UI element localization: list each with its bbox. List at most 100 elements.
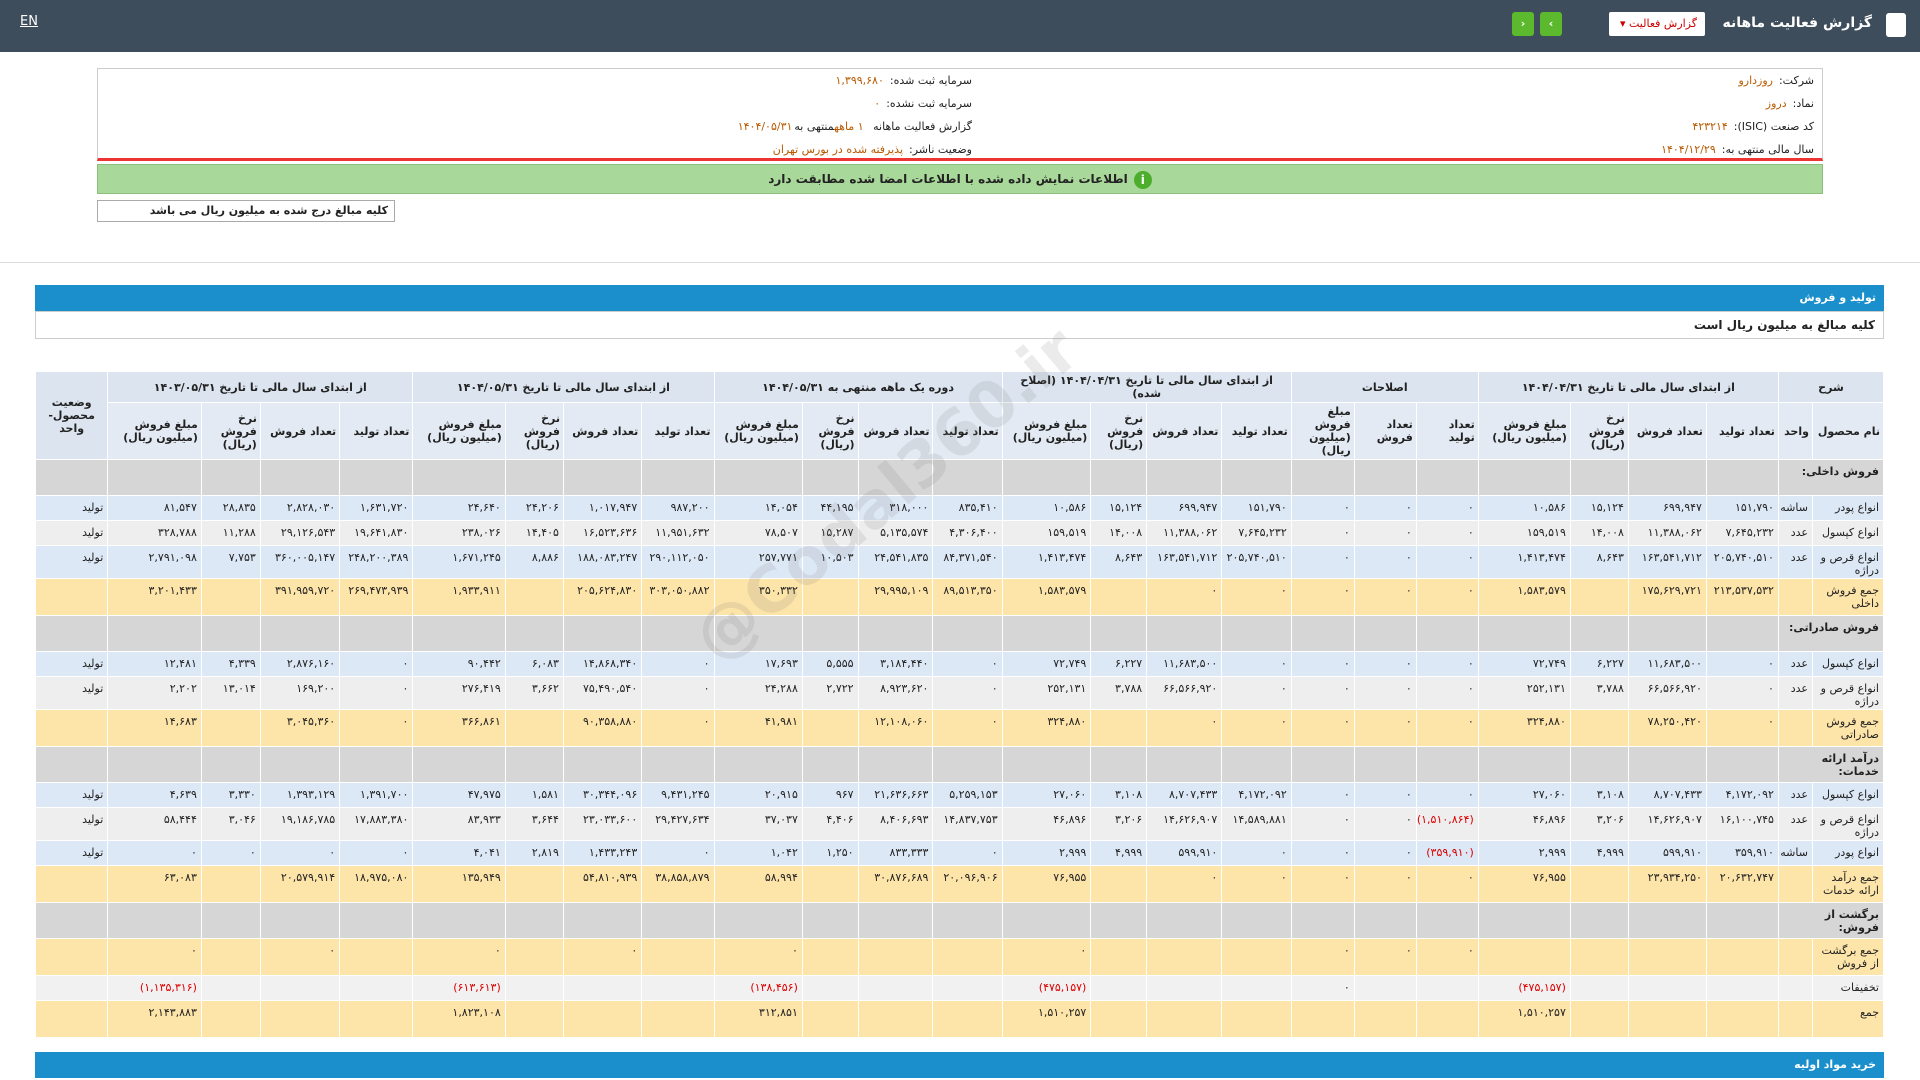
table-cell [1221,459,1292,496]
table-cell: ۲۳,۹۳۴,۲۵۰ [1627,865,1707,903]
table-cell [1415,459,1479,496]
info-row: سرمایه ثبت نشده: ۰ [874,92,972,115]
table-cell [1090,975,1148,1001]
info-row: شرکت: روزدارو [1738,69,1814,92]
table-cell: ۴۴,۱۹۵ [801,495,859,521]
table-cell: ۲۰,۵۷۹,۹۱۴ [259,865,341,903]
table-cell: ۴,۱۷۲,۰۹۲ [1705,782,1779,808]
table-cell [932,975,1003,1001]
table-cell: تولید [34,520,109,546]
group-header: از ابتدای سال مالی تا تاریخ ۱۴۰۴/۰۴/۳۱ [1477,371,1779,403]
table-cell: ۲۶۹,۴۷۳,۹۳۹ [339,578,414,616]
table-cell: ۲,۸۱۹ [504,840,564,866]
table-cell [562,902,643,939]
table-cell: ۰ [641,840,715,866]
table-cell: ۸۳,۹۳۳ [412,807,506,841]
table-cell: ۵۸,۹۹۴ [713,865,803,903]
top-bar: گزارش فعالیت ماهانه گزارش فعالیت ▾ › ‹ E… [0,0,1920,52]
table-cell: ۱۵۹,۵۱۹ [1001,520,1092,546]
table-cell: ۶,۲۲۷ [1569,651,1629,677]
table-cell [562,746,643,783]
table-cell: عدد [1777,782,1813,808]
table-cell [339,1000,414,1038]
table-cell: ۲۷,۰۶۰ [1477,782,1571,808]
table-cell [339,975,414,1001]
table-cell: ۱۳۵,۹۴۹ [412,865,506,903]
table-cell: ۲۰۵,۶۲۴,۸۳۰ [562,578,643,616]
prev-button[interactable]: ‹ [1512,12,1534,36]
table-cell: ۰ [1353,807,1417,841]
group-header: اصلاحات [1290,371,1479,403]
table-cell: ۵۹۹,۹۱۰ [1627,840,1707,866]
table-cell [1090,746,1148,783]
section-title: فروش داخلی: [1777,459,1885,496]
table-cell [107,459,202,496]
table-cell: ۱۴,۰۰۸ [1090,520,1148,546]
table-cell [1353,459,1417,496]
table-cell [1221,975,1292,1001]
table-cell: ۰ [1001,938,1092,976]
company-info: شرکت: روزدارو نماد: دروز کد صنعت (ISIC): ۴۲… [97,68,1823,161]
table-cell [713,459,803,496]
table-cell: ۰ [339,709,414,747]
table-cell [34,865,109,903]
table-cell [1777,865,1813,903]
table-cell [1627,938,1707,976]
table-cell [107,615,202,652]
table-cell: ۹۰,۳۵۸,۸۸۰ [562,709,643,747]
info-row: نماد: دروز [1766,92,1814,115]
table-cell: ۲۴,۶۴۰ [412,495,506,521]
table-cell: ۴,۱۷۲,۰۹۲ [1221,782,1292,808]
table-cell [1477,938,1571,976]
table-cell: (۳۵۹,۹۱۰) [1415,840,1479,866]
column-header: تعداد تولید [1221,402,1292,460]
table-cell [1221,1000,1292,1038]
label: سال مالی منتهی به: [1721,143,1814,156]
table-cell: ۴۶,۸۹۶ [1477,807,1571,841]
table-cell: ۸۴,۳۷۱,۵۴۰ [932,545,1003,579]
table-cell: ۴,۳۳۹ [200,651,261,677]
table-cell: تولید [34,651,109,677]
table-cell: انواع قرص و دراژه [1811,676,1885,710]
table-cell [1627,1000,1707,1038]
table-cell: ۷۲,۷۴۹ [1001,651,1092,677]
value: روزدارو [1738,74,1773,87]
table-cell: ۰ [1353,709,1417,747]
table-cell [1221,615,1292,652]
table-cell: ۲,۱۴۳,۸۸۳ [107,1000,202,1038]
table-cell [932,902,1003,939]
table-cell: ۳,۳۳۰ [200,782,261,808]
header-row: شرح از ابتدای سال مالی تا تاریخ ۱۴۰۴/۰۴/۳… [34,371,1885,460]
table-cell: ۰ [1221,578,1292,616]
table-cell [1477,902,1571,939]
table-head: شرح از ابتدای سال مالی تا تاریخ ۱۴۰۴/۰۴/۳… [34,371,1885,460]
table-cell: انواع کپسول [1811,782,1885,808]
section-row: برگشت از فروش: [34,902,1885,939]
table-cell: ۰ [1415,520,1479,546]
table-cell: ۰ [1353,578,1417,616]
table-cell [504,709,564,747]
desc-header: شرح [1777,371,1885,403]
next-section-title: خرید مواد اولیه [35,1052,1884,1078]
table-cell: ۳۷,۰۳۷ [713,807,803,841]
table-cell: ۲,۸۲۸,۰۳۰ [259,495,341,521]
column-header: نرخ فروش (ریال) [801,402,859,460]
table-cell: تخفیفات [1811,975,1885,1001]
language-switch[interactable]: EN [20,14,38,29]
table-cell: ۸,۶۴۳ [1090,545,1148,579]
table-row: جمع فروش صادراتی ۰ ۷۸,۲۵۰,۴۲۰ ۳۲۴,۸۸۰ ۰ ۰ ۰ ۰ ۰ ۳… [34,709,1885,747]
report-dropdown[interactable]: گزارش فعالیت ▾ [1609,12,1705,36]
table-cell: ۱۵,۱۲۴ [1090,495,1148,521]
column-header: تعداد فروش [857,402,934,460]
table-cell: ۴۶,۸۹۶ [1001,807,1092,841]
table-cell: ۱۶,۱۰۰,۷۴۵ [1705,807,1779,841]
table-cell [412,746,506,783]
table-cell [1777,578,1813,616]
table-cell [504,975,564,1001]
table-cell: ۲۱,۶۳۶,۶۶۳ [857,782,934,808]
table-cell [1090,1000,1148,1038]
column-header: تعداد فروش [1627,402,1707,460]
next-button[interactable]: › [1540,12,1562,36]
table-cell: ۲۹,۹۹۵,۱۰۹ [857,578,934,616]
table-cell [1569,975,1629,1001]
